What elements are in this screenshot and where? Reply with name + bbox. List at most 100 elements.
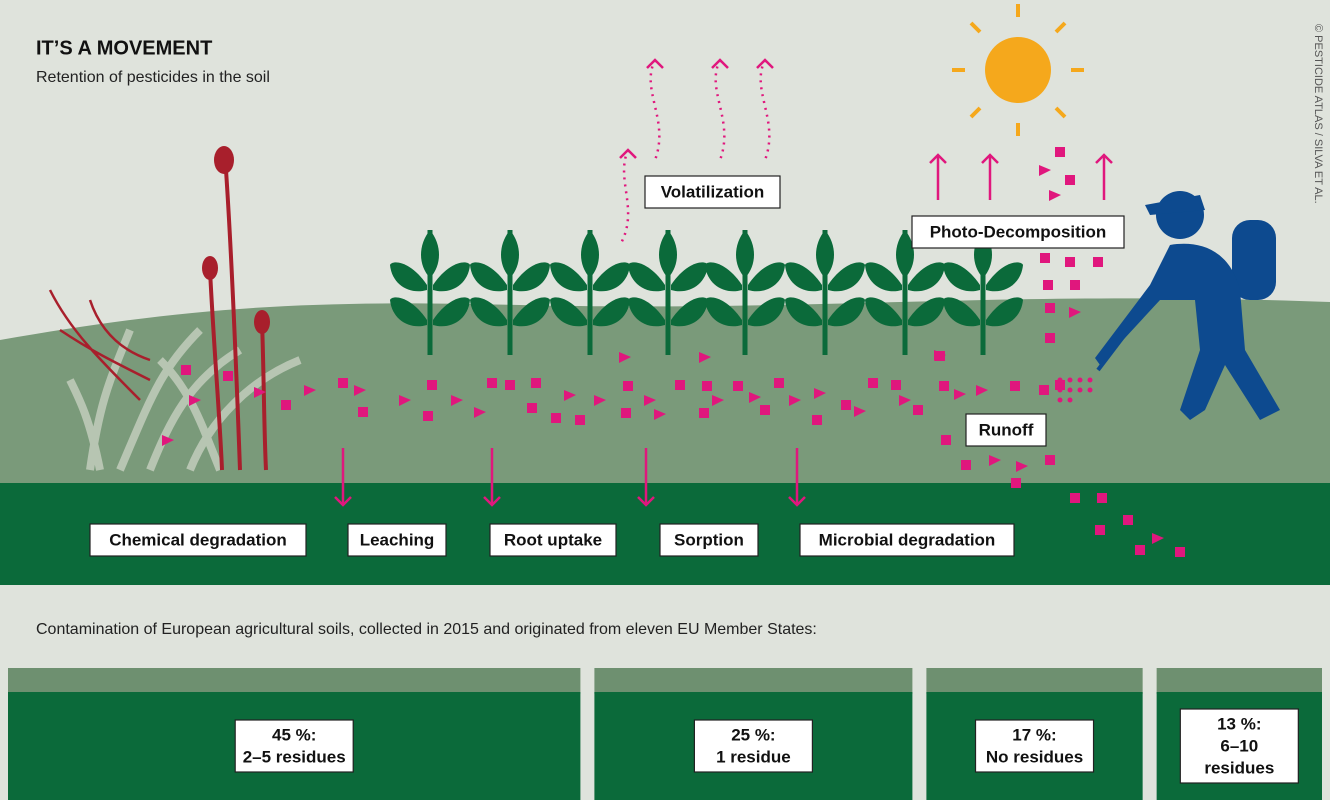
- particle: [1049, 190, 1061, 201]
- particle: [868, 378, 878, 388]
- label-box: [799, 523, 1015, 557]
- process-label: Leaching: [360, 530, 435, 549]
- particle: [1045, 455, 1055, 465]
- particle: [774, 378, 784, 388]
- particle: [941, 435, 951, 445]
- arrow-head: [646, 58, 664, 69]
- process-label: Root uptake: [504, 530, 602, 549]
- segment-label: 1 residue: [716, 747, 791, 766]
- segment-top: [926, 668, 1143, 694]
- arrow-head: [711, 58, 729, 69]
- particle: [1135, 545, 1145, 555]
- label-box: [659, 523, 759, 557]
- particle: [1055, 147, 1065, 157]
- particle: [814, 388, 826, 399]
- particle: [354, 385, 366, 396]
- particle: [1069, 307, 1081, 318]
- label-box: [89, 523, 307, 557]
- particle: [487, 378, 497, 388]
- particle: [699, 408, 709, 418]
- particle: [254, 387, 266, 398]
- segment-top: [8, 668, 581, 694]
- particle: [1070, 280, 1080, 290]
- segment-percent: 13 %:: [1217, 714, 1261, 733]
- title: IT’S A MOVEMENT: [36, 37, 212, 59]
- segment-top: [1156, 668, 1322, 694]
- segment-percent: 25 %:: [731, 725, 775, 744]
- spray: [1077, 377, 1083, 383]
- particle: [954, 389, 966, 400]
- particle: [760, 405, 770, 415]
- sun: [952, 4, 1084, 136]
- particle: [594, 395, 606, 406]
- spray: [1067, 397, 1073, 403]
- particle: [181, 365, 191, 375]
- particle: [1065, 175, 1075, 185]
- process-label: Sorption: [674, 530, 744, 549]
- segment-top: [594, 668, 913, 694]
- particle: [1175, 547, 1185, 557]
- particle: [619, 352, 631, 363]
- label-box: [965, 413, 1047, 447]
- segment-percent: 17 %:: [1012, 725, 1056, 744]
- particle: [1065, 257, 1075, 267]
- arrow-head: [788, 496, 806, 507]
- segment-box: [234, 719, 354, 773]
- particle: [1040, 253, 1050, 263]
- particle: [1039, 385, 1049, 395]
- label-box: [644, 175, 781, 209]
- particle: [1039, 165, 1051, 176]
- label-box: [911, 215, 1125, 249]
- particle: [338, 378, 348, 388]
- arrow-head: [334, 496, 352, 507]
- vapor: [618, 149, 630, 246]
- process-label: Volatilization: [661, 182, 765, 201]
- arrow-head: [981, 153, 999, 164]
- particle: [1070, 493, 1080, 503]
- particle: [989, 455, 1001, 466]
- segment-label: 2–5 residues: [243, 747, 346, 766]
- particle: [749, 392, 761, 403]
- particle: [891, 380, 901, 390]
- particle: [789, 395, 801, 406]
- segment-box: [974, 719, 1095, 773]
- particle: [1123, 515, 1133, 525]
- particle: [1016, 461, 1028, 472]
- particle: [939, 381, 949, 391]
- spray: [1057, 397, 1063, 403]
- particle: [1045, 303, 1055, 313]
- segment-percent: 45 %:: [272, 725, 316, 744]
- spray: [1067, 387, 1073, 393]
- particle: [675, 380, 685, 390]
- particle: [976, 385, 988, 396]
- particle: [564, 390, 576, 401]
- particle: [1045, 333, 1055, 343]
- segment-box: [1179, 708, 1299, 784]
- particle: [1097, 493, 1107, 503]
- spray: [1057, 377, 1063, 383]
- particle: [423, 411, 433, 421]
- particle: [1093, 257, 1103, 267]
- particle: [1095, 525, 1105, 535]
- weeds: [48, 146, 302, 472]
- process-label: Microbial degradation: [819, 530, 996, 549]
- arrow-head: [483, 496, 501, 507]
- particle: [451, 395, 463, 406]
- particle: [1043, 280, 1053, 290]
- particle: [913, 405, 923, 415]
- particle: [1055, 380, 1065, 390]
- particle: [304, 385, 316, 396]
- spray: [1057, 387, 1063, 393]
- particle: [934, 350, 946, 361]
- spray: [1087, 387, 1093, 393]
- farmer: [1095, 191, 1280, 420]
- particle: [427, 380, 437, 390]
- particle: [621, 408, 631, 418]
- arrow-head: [619, 148, 637, 159]
- particle: [644, 395, 656, 406]
- arrow-head: [756, 58, 774, 69]
- segment-label: residues: [1204, 758, 1274, 777]
- caption: Contamination of European agricultural s…: [36, 621, 817, 638]
- particle: [531, 378, 541, 388]
